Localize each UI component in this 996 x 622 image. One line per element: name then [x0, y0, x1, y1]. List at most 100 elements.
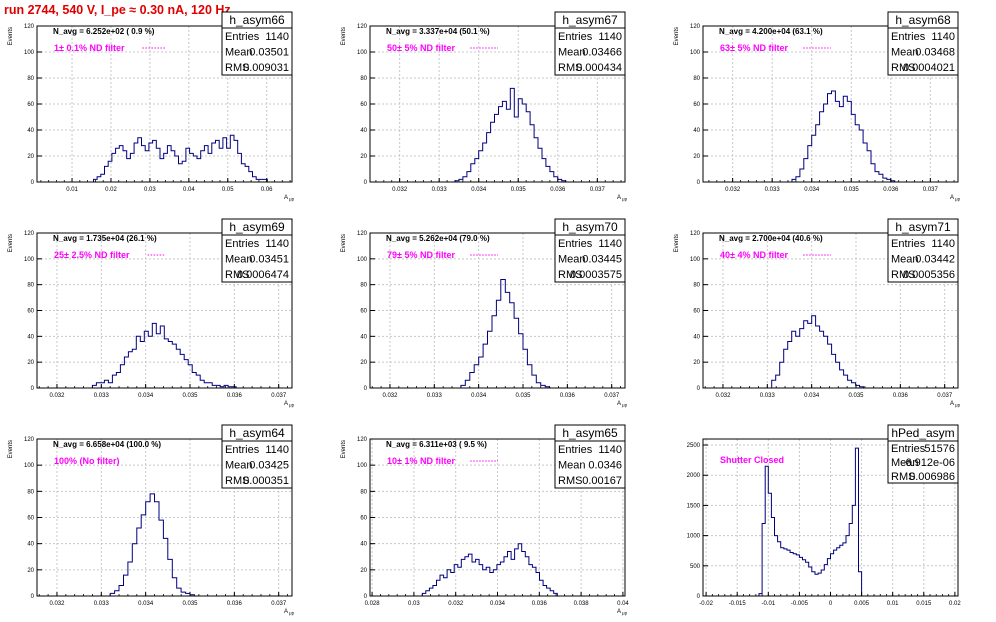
- x-tick-label: -0.01: [761, 601, 775, 607]
- stats-label-entries: Entries: [891, 31, 926, 43]
- histogram-line: [460, 279, 551, 388]
- stats-value-rms: 0.00167: [582, 475, 622, 487]
- y-axis-title: Events: [674, 234, 680, 252]
- y-tick-label: 40: [27, 334, 34, 340]
- y-tick-label: 20: [360, 154, 367, 160]
- y-tick-label: 0: [31, 594, 35, 600]
- x-tick-label: 0.033: [427, 393, 443, 399]
- histogram-panel-h_asym67: 0.032 0.033 0.034 0.035 0.036 0.037 0 20 40 60 80 1…: [341, 11, 628, 202]
- histogram-name: h_asym64: [229, 426, 285, 440]
- x-axis-title: A: [284, 195, 288, 201]
- stats-label-mean: Mean: [891, 254, 919, 266]
- y-tick-label: 120: [24, 24, 35, 30]
- y-tick-label: 80: [360, 76, 367, 82]
- stats-label-rms: RMS: [225, 62, 249, 74]
- x-tick-label: -0.02: [699, 601, 713, 607]
- y-tick-label: 120: [357, 24, 368, 30]
- y-tick-label: 100: [24, 257, 35, 263]
- stats-box: [887, 218, 959, 283]
- histogram-line: [454, 87, 567, 182]
- histogram-panel-h_asym65: 0.028 0.03 0.032 0.034 0.036 0.038 0.04 0 20 40 60…: [341, 424, 629, 616]
- stats-box: [554, 218, 626, 283]
- y-tick-label: 20: [27, 360, 34, 366]
- stats-value-rms: 0.0003575: [570, 269, 622, 281]
- x-axis-title: A: [950, 401, 954, 407]
- x-tick-label: 0.034: [138, 393, 154, 399]
- histogram-line: [758, 447, 863, 596]
- x-tick-label: 0.036: [227, 601, 243, 607]
- x-tick-label: 0.035: [182, 393, 198, 399]
- x-tick-label: 0.037: [937, 393, 953, 399]
- navg-annotation: N_avg = 6.252e+02 ( 0.9 %): [53, 27, 155, 36]
- stats-box: [887, 11, 959, 76]
- x-axis-subscript: μp: [622, 197, 628, 202]
- stats-value-entries: 1140: [265, 238, 289, 250]
- stats-value-mean: 0.03468: [915, 47, 955, 59]
- stats-value-entries: 1140: [931, 31, 955, 43]
- navg-annotation: N_avg = 6.311e+03 ( 9.5 %): [386, 440, 487, 449]
- x-tick-label: 0.02: [949, 601, 961, 607]
- x-tick-label: 0.033: [432, 187, 448, 193]
- stats-label-rms: RMS: [558, 475, 582, 487]
- y-tick-label: 40: [693, 334, 700, 340]
- x-tick-label: 0.028: [365, 601, 381, 607]
- x-tick-label: 0.033: [765, 187, 781, 193]
- y-tick-label: 0: [31, 386, 35, 392]
- navg-annotation: N_avg = 4.200e+04 (63.1 %): [719, 27, 823, 36]
- stats-box: [887, 424, 959, 484]
- stats-label-rms: RMS: [225, 269, 249, 281]
- y-tick-label: 0: [697, 180, 701, 186]
- histogram-line: [421, 543, 558, 596]
- stats-value-entries: 1140: [265, 31, 289, 43]
- x-tick-label: 0.037: [604, 393, 620, 399]
- x-tick-label: 0.034: [138, 601, 154, 607]
- stats-label-rms: RMS: [558, 269, 582, 281]
- x-tick-label: 0.032: [382, 393, 398, 399]
- navg-annotation: N_avg = 2.700e+04 (40.6 %): [719, 234, 823, 243]
- x-axis-title: A: [617, 195, 621, 201]
- x-axis-title: A: [950, 195, 954, 201]
- x-tick-label: 0.035: [515, 393, 531, 399]
- y-tick-label: 40: [693, 128, 700, 134]
- y-tick-label: 1500: [687, 503, 701, 509]
- stats-value-mean: 0.03442: [915, 254, 955, 266]
- stats-label-mean: Mean: [225, 254, 253, 266]
- x-tick-label: 0.01: [887, 601, 899, 607]
- histogram-name: h_asym70: [562, 220, 618, 234]
- y-tick-label: 120: [690, 231, 701, 237]
- x-axis-subscript: μp: [289, 197, 295, 202]
- y-tick-label: 100: [690, 257, 701, 263]
- stats-value-rms: 0.006986: [909, 471, 955, 483]
- x-tick-label: 0.034: [804, 393, 820, 399]
- filter-annotation: 63± 5% ND filter: [720, 43, 788, 53]
- x-tick-label: 0.034: [804, 187, 820, 193]
- stats-value-rms: 0.0005356: [903, 269, 955, 281]
- y-tick-label: 80: [27, 283, 34, 289]
- stats-label-entries: Entries: [558, 444, 593, 456]
- x-tick-label: 0.036: [893, 393, 909, 399]
- stats-box: [221, 218, 293, 283]
- x-tick-label: 0.032: [49, 601, 65, 607]
- x-tick-label: 0.015: [916, 601, 932, 607]
- stats-label-rms: RMS: [891, 269, 915, 281]
- stats-value-entries: 1140: [931, 238, 955, 250]
- stats-box: [221, 11, 293, 76]
- x-tick-label: 0.035: [844, 187, 860, 193]
- y-tick-label: 60: [693, 102, 700, 108]
- stats-value-entries: 1140: [598, 238, 622, 250]
- y-axis-title: Events: [8, 440, 14, 458]
- y-tick-label: 20: [27, 568, 34, 574]
- stats-value-entries: 51576: [924, 443, 955, 455]
- stats-label-entries: Entries: [891, 238, 926, 250]
- histogram-name: h_asym65: [562, 426, 618, 440]
- x-axis-title: A: [284, 609, 288, 615]
- histogram-panel-h_asym64: 0.032 0.033 0.034 0.035 0.036 0.037 0 20 40 60 80 1…: [8, 424, 295, 616]
- stats-label-entries: Entries: [225, 444, 260, 456]
- y-tick-label: 60: [693, 309, 700, 315]
- stats-value-entries: 1140: [265, 444, 289, 456]
- y-tick-label: 0: [31, 180, 35, 186]
- histogram-name: hPed_asym: [891, 426, 954, 440]
- histogram-line: [91, 322, 237, 388]
- y-axis-title: Events: [341, 27, 347, 45]
- x-tick-label: 0.04: [183, 187, 195, 193]
